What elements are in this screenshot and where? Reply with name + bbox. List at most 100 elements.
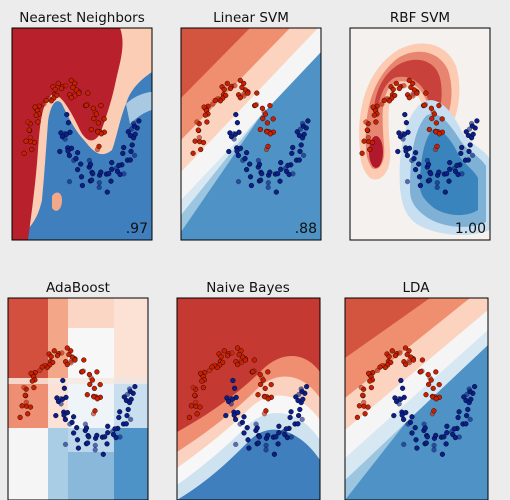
- class-1-point: [265, 184, 271, 191]
- class-0-point: [98, 131, 105, 137]
- scatter-points: [17, 345, 138, 457]
- class-1-point: [74, 150, 81, 156]
- class-1-point: [472, 384, 478, 390]
- class-0-point: [414, 90, 420, 96]
- class-1-point: [456, 434, 462, 440]
- class-1-point: [128, 148, 134, 155]
- class-1-point: [233, 111, 239, 118]
- class-1-point: [289, 150, 295, 157]
- class-1-point: [78, 174, 85, 180]
- class-0-point: [31, 139, 38, 146]
- class-1-point: [121, 144, 127, 151]
- class-1-point: [228, 401, 234, 407]
- axes-frame: [349, 27, 491, 241]
- class-1-point: [391, 413, 397, 419]
- class-1-point: [273, 189, 279, 195]
- class-1-point: [78, 161, 84, 167]
- class-1-point: [434, 184, 440, 191]
- decision-surface: [177, 298, 320, 500]
- class-1-point: [242, 156, 248, 162]
- class-0-point: [434, 143, 440, 150]
- class-0-point: [224, 353, 231, 359]
- class-0-point: [252, 102, 258, 108]
- class-0-point: [242, 357, 249, 363]
- class-1-point: [447, 166, 453, 172]
- class-1-point: [226, 148, 232, 155]
- chart-title: RBF SVM: [390, 10, 450, 26]
- class-1-point: [231, 136, 237, 142]
- class-1-point: [299, 416, 305, 423]
- class-1-point: [254, 425, 260, 431]
- panel-linear-svm: Linear SVM .88: [180, 10, 322, 241]
- class-1-point: [465, 406, 471, 413]
- class-0-point: [371, 112, 377, 118]
- class-1-point: [106, 171, 112, 177]
- class-0-point: [361, 399, 367, 406]
- class-0-point: [27, 404, 34, 410]
- class-1-point: [53, 413, 59, 419]
- class-1-point: [414, 445, 420, 451]
- class-1-point: [127, 386, 133, 392]
- class-0-point: [31, 385, 37, 391]
- class-1-point: [425, 161, 432, 168]
- class-0-point: [401, 83, 407, 89]
- class-0-point: [354, 414, 361, 421]
- class-0-point: [236, 352, 242, 358]
- class-1-point: [466, 386, 472, 392]
- class-1-point: [398, 377, 404, 384]
- class-0-point: [29, 378, 35, 384]
- class-1-point: [467, 416, 473, 423]
- class-1-point: [455, 414, 461, 421]
- class-0-point: [260, 377, 266, 383]
- class-1-point: [136, 118, 142, 124]
- class-0-point: [101, 116, 107, 122]
- class-1-point: [65, 148, 71, 154]
- class-0-point: [433, 120, 440, 126]
- class-0-point: [359, 150, 365, 156]
- class-0-point: [373, 119, 379, 125]
- class-0-point: [91, 385, 98, 392]
- class-1-point: [244, 425, 250, 431]
- class-0-point: [259, 105, 266, 111]
- class-1-point: [396, 401, 402, 407]
- class-1-point: [131, 120, 137, 127]
- class-1-point: [298, 142, 304, 148]
- class-0-point: [72, 357, 78, 363]
- class-0-point: [367, 146, 373, 153]
- class-1-point: [100, 451, 106, 457]
- class-0-point: [86, 371, 93, 378]
- class-0-point: [250, 369, 256, 375]
- class-0-point: [94, 369, 100, 375]
- class-1-point: [70, 414, 77, 420]
- class-0-point: [224, 80, 230, 87]
- class-1-point: [102, 434, 108, 440]
- class-1-point: [259, 171, 265, 177]
- class-0-point: [89, 377, 96, 383]
- class-0-point: [436, 102, 442, 109]
- class-1-point: [304, 384, 310, 390]
- class-1-point: [241, 430, 247, 436]
- class-0-point: [193, 399, 199, 406]
- class-0-point: [197, 404, 203, 410]
- class-0-point: [68, 95, 74, 101]
- class-1-point: [235, 179, 242, 185]
- class-1-point: [247, 161, 253, 167]
- class-0-point: [239, 84, 245, 91]
- class-0-point: [229, 350, 235, 356]
- class-1-point: [301, 152, 307, 159]
- axes-frame: [180, 27, 322, 241]
- class-1-point: [467, 142, 473, 148]
- class-0-point: [419, 357, 426, 363]
- class-1-point: [442, 189, 448, 195]
- class-0-point: [21, 150, 27, 156]
- class-1-point: [98, 169, 104, 175]
- class-0-point: [267, 102, 273, 109]
- class-0-point: [423, 392, 429, 398]
- axes-frame: [176, 297, 321, 500]
- class-1-point: [275, 171, 281, 177]
- class-0-point: [90, 105, 97, 111]
- class-0-point: [362, 411, 368, 417]
- class-0-point: [54, 353, 61, 359]
- class-1-point: [305, 118, 311, 124]
- class-1-point: [271, 451, 278, 457]
